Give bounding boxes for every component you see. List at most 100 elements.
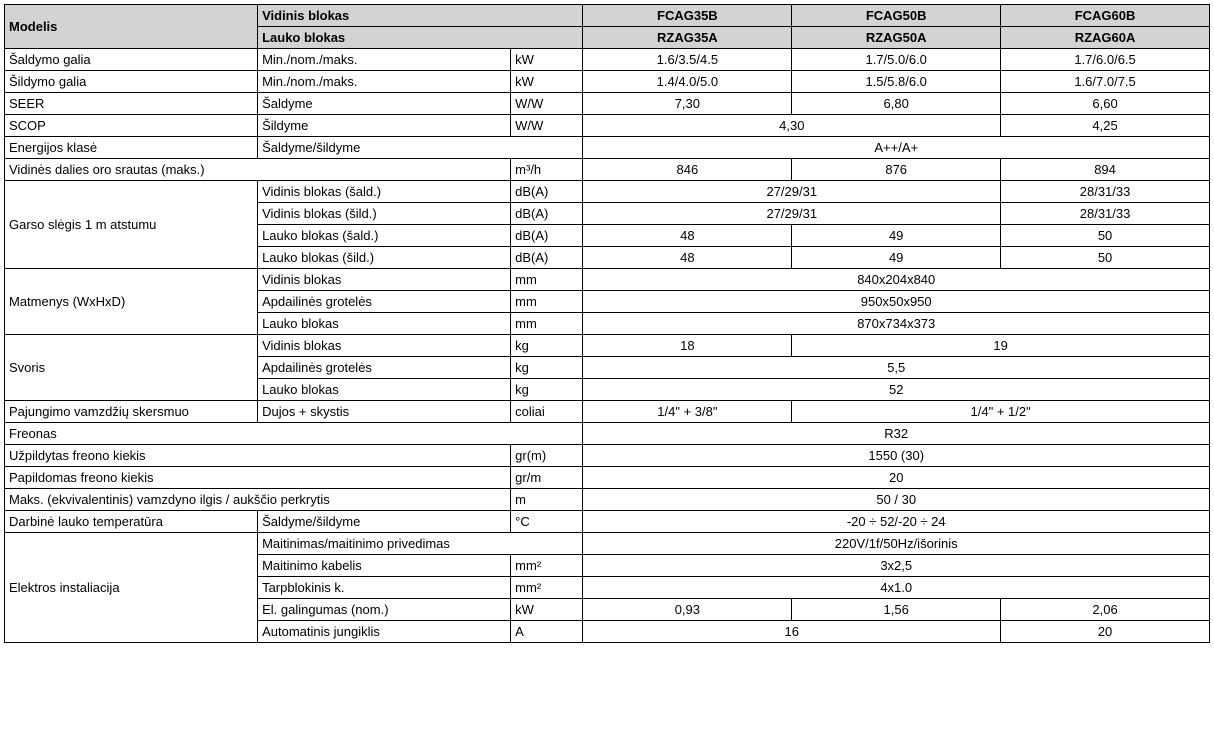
row-unit: kW [511, 599, 583, 621]
cell: 876 [792, 159, 1001, 181]
cell: 1.5/5.8/6.0 [792, 71, 1001, 93]
row-unit: dB(A) [511, 181, 583, 203]
cell: 1.6/7.0/7.5 [1001, 71, 1210, 93]
row-sub: Vidinis blokas (šald.) [258, 181, 511, 203]
row-unit: dB(A) [511, 225, 583, 247]
cell: 1.4/4.0/5.0 [583, 71, 792, 93]
row-unit: mm [511, 269, 583, 291]
cell: 19 [792, 335, 1210, 357]
cell: 1.7/6.0/6.5 [1001, 49, 1210, 71]
row-sub: Tarpblokinis k. [258, 577, 511, 599]
row-unit: mm² [511, 577, 583, 599]
row-unit: gr(m) [511, 445, 583, 467]
row-unit: mm [511, 313, 583, 335]
row-sub: Maitinimas/maitinimo privedimas [258, 533, 583, 555]
row-sub: Min./nom./maks. [258, 49, 511, 71]
cell: 48 [583, 225, 792, 247]
row-unit: W/W [511, 93, 583, 115]
cell: 49 [792, 247, 1001, 269]
row-label: Šildymo galia [5, 71, 258, 93]
row-unit: W/W [511, 115, 583, 137]
row-label: Maks. (ekvivalentinis) vamzdyno ilgis / … [5, 489, 511, 511]
header-m1-outdoor: RZAG35A [583, 27, 792, 49]
row-sub: Apdailinės grotelės [258, 291, 511, 313]
row-label: Freonas [5, 423, 583, 445]
row-sub: Šildyme [258, 115, 511, 137]
row-sub: Vidinis blokas [258, 335, 511, 357]
cell: 50 [1001, 247, 1210, 269]
row-label: Darbinė lauko temperatūra [5, 511, 258, 533]
cell: 27/29/31 [583, 203, 1001, 225]
row-unit: A [511, 621, 583, 643]
row-label: Svoris [5, 335, 258, 401]
spec-table: Modelis Vidinis blokas FCAG35B FCAG50B F… [4, 4, 1210, 643]
cell: 1.6/3.5/4.5 [583, 49, 792, 71]
row-sub: Apdailinės grotelės [258, 357, 511, 379]
row-sub: Šaldyme/šildyme [258, 511, 511, 533]
header-m2-outdoor: RZAG50A [792, 27, 1001, 49]
header-vidinis: Vidinis blokas [258, 5, 583, 27]
row-label: Elektros instaliacija [5, 533, 258, 643]
cell: 16 [583, 621, 1001, 643]
row-sub: El. galingumas (nom.) [258, 599, 511, 621]
cell: 28/31/33 [1001, 181, 1210, 203]
cell: 20 [1001, 621, 1210, 643]
cell: 3x2,5 [583, 555, 1210, 577]
cell: 4,25 [1001, 115, 1210, 137]
header-modelis: Modelis [5, 5, 258, 49]
row-sub: Automatinis jungiklis [258, 621, 511, 643]
row-sub: Min./nom./maks. [258, 71, 511, 93]
cell: 50 / 30 [583, 489, 1210, 511]
cell: 49 [792, 225, 1001, 247]
cell: 1.7/5.0/6.0 [792, 49, 1001, 71]
row-unit: mm² [511, 555, 583, 577]
row-unit: kW [511, 49, 583, 71]
row-unit: kW [511, 71, 583, 93]
row-unit: dB(A) [511, 203, 583, 225]
row-label: SCOP [5, 115, 258, 137]
cell: 52 [583, 379, 1210, 401]
cell: 1/4" + 1/2" [792, 401, 1210, 423]
cell: 1,56 [792, 599, 1001, 621]
row-sub: Lauko blokas (šald.) [258, 225, 511, 247]
row-unit: dB(A) [511, 247, 583, 269]
row-label: Energijos klasė [5, 137, 258, 159]
cell: 18 [583, 335, 792, 357]
row-unit: °C [511, 511, 583, 533]
row-label: Užpildytas freono kiekis [5, 445, 511, 467]
row-sub: Vidinis blokas [258, 269, 511, 291]
cell: 4x1.0 [583, 577, 1210, 599]
row-sub: Vidinis blokas (šild.) [258, 203, 511, 225]
row-sub: Dujos + skystis [258, 401, 511, 423]
cell: R32 [583, 423, 1210, 445]
cell: 846 [583, 159, 792, 181]
cell: 1/4" + 3/8" [583, 401, 792, 423]
row-unit: mm [511, 291, 583, 313]
row-sub: Šaldyme/šildyme [258, 137, 583, 159]
row-label: Šaldymo galia [5, 49, 258, 71]
header-m3-indoor: FCAG60B [1001, 5, 1210, 27]
cell: 6,60 [1001, 93, 1210, 115]
cell: A++/A+ [583, 137, 1210, 159]
header-m1-indoor: FCAG35B [583, 5, 792, 27]
row-label: Garso slėgis 1 m atstumu [5, 181, 258, 269]
cell: 870x734x373 [583, 313, 1210, 335]
cell: 2,06 [1001, 599, 1210, 621]
cell: 20 [583, 467, 1210, 489]
cell: 27/29/31 [583, 181, 1001, 203]
cell: 894 [1001, 159, 1210, 181]
row-sub: Maitinimo kabelis [258, 555, 511, 577]
row-unit: kg [511, 379, 583, 401]
cell: 5,5 [583, 357, 1210, 379]
cell: 1550 (30) [583, 445, 1210, 467]
row-unit: gr/m [511, 467, 583, 489]
row-unit: kg [511, 357, 583, 379]
header-lauko: Lauko blokas [258, 27, 583, 49]
row-label: Matmenys (WxHxD) [5, 269, 258, 335]
cell: 0,93 [583, 599, 792, 621]
row-sub: Lauko blokas (šild.) [258, 247, 511, 269]
cell: 950x50x950 [583, 291, 1210, 313]
row-sub: Lauko blokas [258, 313, 511, 335]
cell: 840x204x840 [583, 269, 1210, 291]
header-m3-outdoor: RZAG60A [1001, 27, 1210, 49]
